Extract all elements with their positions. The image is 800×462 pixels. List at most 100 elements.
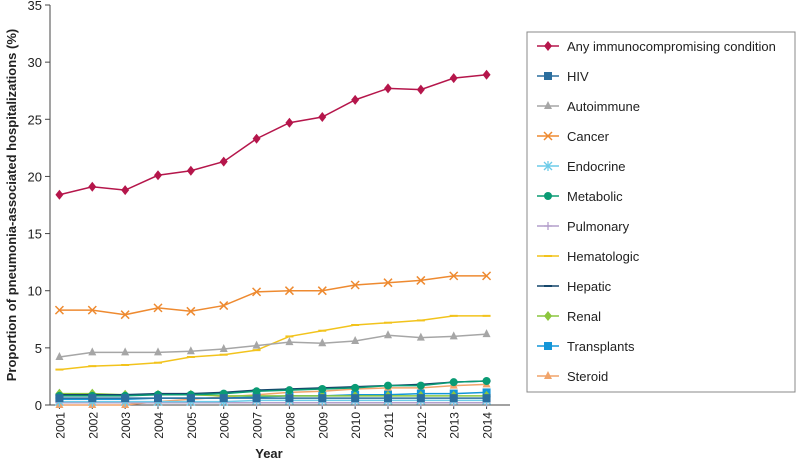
data-point (350, 280, 360, 290)
data-point (154, 170, 162, 181)
y-tick-label: 5 (35, 341, 42, 356)
data-point (285, 386, 294, 395)
series-line-any-immunocompromising-condition (59, 73, 487, 196)
data-point (252, 287, 262, 297)
data-point (219, 344, 228, 352)
legend-marker (544, 222, 552, 230)
series-cancer (54, 271, 492, 320)
data-point (351, 94, 360, 105)
data-point (482, 271, 492, 281)
y-tick-label: 15 (28, 227, 42, 242)
data-point (219, 156, 228, 167)
legend-item-any-immunocompromising-condition: Any immunocompromising condition (537, 39, 776, 54)
data-point (285, 117, 294, 128)
series-line-steroid (59, 383, 487, 406)
series-line-metabolic (59, 380, 487, 397)
legend-item-pulmonary: Pulmonary (537, 219, 630, 234)
x-tick-label: 2009 (316, 412, 330, 439)
y-tick-label: 10 (28, 284, 42, 299)
y-tick-label: 20 (28, 169, 42, 184)
data-point (88, 181, 97, 192)
y-tick-label: 35 (28, 0, 42, 13)
data-point (55, 394, 64, 403)
legend-label: Autoimmune (567, 99, 640, 114)
data-point (252, 133, 261, 144)
y-tick-label: 25 (28, 112, 42, 127)
data-point (351, 394, 360, 403)
x-tick-label: 2011 (382, 412, 396, 438)
x-tick-label: 2003 (119, 412, 133, 439)
x-tick-label: 2001 (53, 412, 67, 439)
data-point (351, 383, 360, 392)
legend-item-hematologic: Hematologic (537, 249, 640, 264)
data-point (186, 165, 195, 176)
data-point (186, 394, 195, 403)
legend-marker (544, 371, 552, 379)
data-point (88, 347, 97, 356)
series-hematologic (55, 314, 491, 371)
legend-marker (544, 41, 552, 51)
data-point (449, 378, 458, 387)
data-point (219, 301, 229, 311)
legend-item-cancer: Cancer (537, 129, 610, 144)
legend-label: Renal (567, 309, 601, 324)
data-point (54, 305, 64, 315)
data-point (285, 394, 294, 403)
data-point (416, 394, 425, 403)
legend-item-steroid: Steroid (537, 369, 608, 384)
data-point (186, 306, 196, 316)
legend-marker (543, 131, 553, 141)
legend-item-hiv: HIV (537, 69, 589, 84)
data-point (318, 338, 327, 347)
legend-marker (544, 192, 552, 200)
legend-label: Steroid (567, 369, 608, 384)
legend-label: Hepatic (567, 279, 612, 294)
y-tick-label: 0 (35, 398, 42, 413)
data-point (87, 305, 97, 315)
x-tick-label: 2013 (448, 412, 462, 439)
data-point (416, 84, 425, 95)
data-point (384, 330, 392, 339)
x-tick-label: 2010 (349, 412, 363, 439)
data-point (285, 337, 294, 346)
data-point (482, 329, 491, 338)
x-tick-label: 2004 (152, 412, 166, 439)
data-point (252, 387, 261, 396)
series-line-autoimmune (59, 333, 487, 358)
data-point (252, 394, 261, 403)
legend-item-endocrine: Endocrine (537, 159, 626, 174)
data-point (482, 69, 491, 80)
legend-label: Endocrine (567, 159, 626, 174)
data-point (88, 394, 97, 403)
data-point (384, 381, 392, 390)
data-point (219, 394, 228, 403)
series-autoimmune (55, 329, 491, 360)
legend-box (526, 31, 796, 393)
legend-marker (543, 161, 553, 171)
x-tick-label: 2005 (185, 412, 199, 439)
legend-label: Pulmonary (567, 219, 630, 234)
data-point (154, 347, 162, 356)
data-point (186, 346, 195, 355)
data-point (154, 394, 162, 403)
data-point (351, 336, 360, 344)
data-point (449, 271, 459, 281)
data-point (416, 275, 426, 285)
legend-item-autoimmune: Autoimmune (537, 99, 640, 114)
x-tick-label: 2012 (415, 412, 429, 439)
y-tick-label: 30 (28, 55, 42, 70)
data-point (449, 73, 458, 84)
data-point (416, 332, 425, 341)
data-point (121, 394, 130, 403)
legend-item-hepatic: Hepatic (537, 279, 612, 294)
data-point (318, 112, 327, 122)
legend-marker (544, 72, 552, 80)
data-point (317, 286, 327, 296)
legend-marker (544, 101, 552, 109)
legend-marker (544, 342, 552, 350)
series-hiv (55, 394, 491, 403)
x-tick-label: 2008 (283, 412, 297, 439)
legend-label: Hematologic (567, 249, 640, 264)
data-point (121, 185, 130, 196)
